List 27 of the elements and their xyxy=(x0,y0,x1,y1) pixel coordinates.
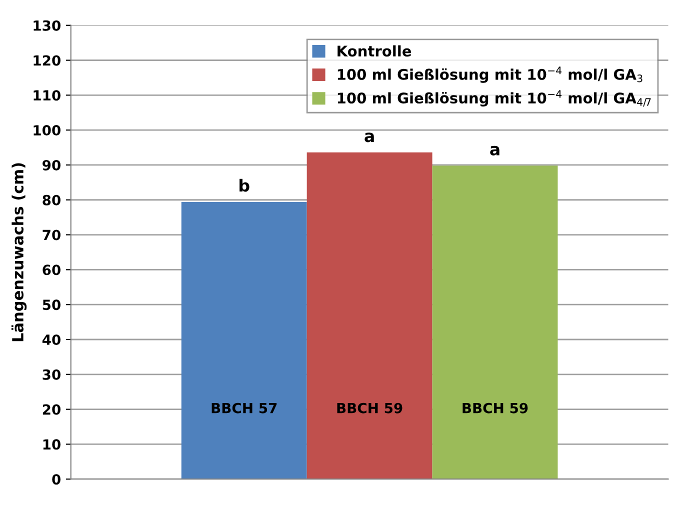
y-tick-label: 0 xyxy=(52,474,60,485)
y-tick-label: 40 xyxy=(42,334,60,345)
legend-label: 100 ml Gießlösung mit 10$^{−4}$ mol/l GA$_{4/7}$ xyxy=(338,90,651,107)
y-tick-label: 80 xyxy=(42,194,60,206)
y-tick-label: 130 xyxy=(34,20,60,31)
annotation: BBCH 57 xyxy=(212,402,277,414)
y-tick-label: 10 xyxy=(43,439,60,450)
y-tick-label: 20 xyxy=(42,404,60,415)
y-tick-label: 70 xyxy=(42,230,60,240)
annotation: BBCH 59 xyxy=(337,402,402,414)
y-axis-title: Längenzuwachs (cm) xyxy=(11,163,27,342)
y-tick-label: 120 xyxy=(34,55,60,66)
y-tick-label: 60 xyxy=(42,264,60,276)
y-tick-label: 50 xyxy=(42,300,60,310)
legend-label: Kontrolle xyxy=(338,45,412,57)
bar xyxy=(306,152,432,480)
y-tick-label: 30 xyxy=(42,369,60,380)
bar xyxy=(432,166,558,480)
annotation: a xyxy=(490,146,500,156)
y-tick-label: 100 xyxy=(34,125,60,136)
y-tick-label: 90 xyxy=(42,160,60,170)
legend-label: 100 ml Gießlösung mit 10$^{−4}$ mol/l GA$_{3}$ xyxy=(338,66,642,83)
y-tick-label: 110 xyxy=(34,90,60,101)
bar xyxy=(181,202,307,480)
annotation: a xyxy=(364,132,374,142)
annotation: b xyxy=(240,178,250,192)
annotation: BBCH 59 xyxy=(462,402,528,414)
